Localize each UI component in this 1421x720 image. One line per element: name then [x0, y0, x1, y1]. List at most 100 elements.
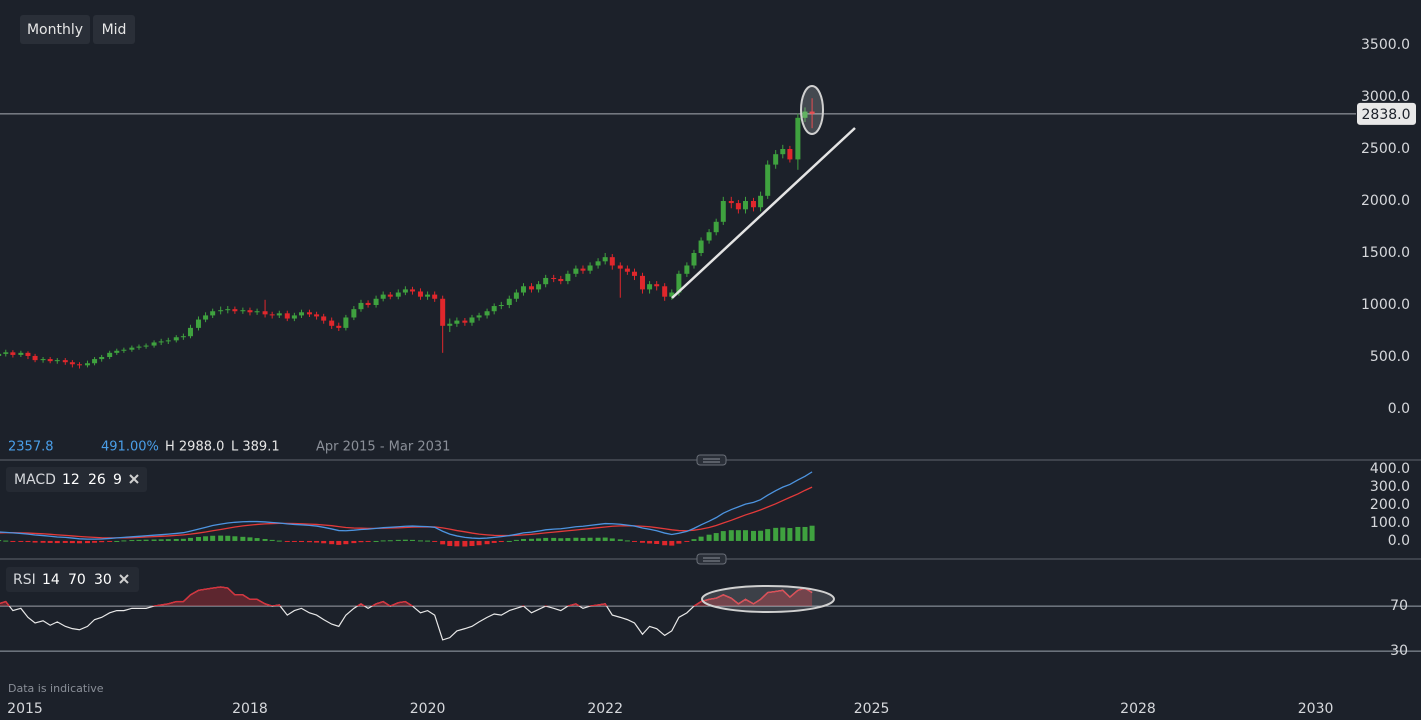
candle-body	[558, 279, 564, 282]
candle-body	[735, 203, 741, 210]
candle-body	[758, 195, 764, 208]
macd-histogram-bar	[225, 535, 231, 541]
price-type-button[interactable]	[93, 15, 135, 44]
candle-body	[62, 360, 68, 363]
candle-body	[3, 352, 9, 354]
macd-histogram-bar	[573, 537, 579, 541]
macd-histogram-bar	[447, 540, 453, 546]
macd-histogram-bar	[187, 537, 193, 541]
candle-body	[18, 352, 24, 355]
candle-body	[136, 346, 142, 348]
candle-body	[218, 310, 224, 312]
macd-histogram-bar	[809, 525, 815, 541]
macd-histogram-bar	[69, 540, 75, 544]
candle-body	[225, 309, 231, 311]
candle-body	[469, 317, 475, 323]
macd-histogram-bar	[365, 540, 371, 542]
macd-histogram-bar	[25, 540, 31, 543]
candle-body	[409, 289, 415, 292]
indicator-legend[interactable]	[6, 567, 139, 592]
candle-body	[617, 265, 623, 269]
macd-histogram-bar	[3, 540, 9, 542]
candle-body	[573, 268, 579, 274]
candle-body	[713, 221, 719, 233]
indicator-legend[interactable]	[6, 467, 147, 492]
stat-low: L 389.1	[231, 440, 280, 455]
close-icon[interactable]	[119, 574, 129, 584]
candle-body	[210, 311, 216, 316]
macd-histogram-bar	[92, 540, 98, 543]
annotations	[671, 85, 856, 613]
candle-body	[476, 315, 482, 318]
footnote: Data is indicative	[8, 682, 104, 695]
macd-histogram-bar	[276, 540, 282, 542]
macd-histogram-bar	[121, 540, 127, 542]
stat-range: Apr 2015 - Mar 2031	[316, 440, 450, 455]
candle-body	[336, 325, 342, 328]
macd-histogram-bar	[262, 538, 268, 541]
close-icon[interactable]	[129, 474, 139, 484]
macd-histogram-bar	[536, 538, 542, 541]
candle-body	[662, 286, 668, 297]
indicator-param: 14	[42, 572, 60, 588]
y-tick-label: 200.0	[1370, 497, 1410, 513]
candle-body	[728, 201, 734, 204]
candle-body	[802, 111, 808, 118]
candle-body	[684, 265, 690, 274]
macd-histogram-bar	[713, 533, 719, 541]
candle-body	[143, 345, 149, 347]
candle-body	[25, 352, 31, 356]
pane-resize-handle[interactable]	[696, 553, 727, 565]
macd-histogram-bar	[195, 537, 201, 541]
macd-histogram-bar	[62, 540, 68, 543]
candle-body	[795, 117, 801, 160]
macd-histogram-bar	[520, 538, 526, 541]
interval-button[interactable]	[20, 15, 90, 44]
stat-change: 491.00%	[101, 440, 159, 455]
y-tick-label: 1000.0	[1361, 297, 1410, 313]
macd-histogram-bar	[203, 536, 209, 541]
macd-histogram-bar	[380, 540, 386, 542]
macd-histogram-bar	[631, 540, 637, 542]
candle-body	[536, 284, 542, 290]
candle-body	[595, 261, 601, 266]
macd-histogram-bar	[802, 526, 808, 541]
highlight-ellipse	[800, 85, 824, 135]
candle-body	[276, 313, 282, 316]
macd-histogram-bar	[254, 538, 260, 541]
macd-histogram-bar	[647, 540, 653, 544]
macd-histogram-bar	[676, 540, 682, 544]
macd-histogram-bar	[669, 540, 675, 546]
macd-histogram-bar	[232, 536, 238, 541]
stat-last: 2357.8	[8, 440, 54, 455]
candle-body	[698, 240, 704, 253]
candle-body	[158, 341, 164, 343]
candle-body	[773, 154, 779, 165]
candle-body	[387, 294, 393, 297]
macd-histogram-bar	[654, 540, 660, 545]
macd-histogram-bar	[498, 540, 504, 543]
candle-body	[580, 268, 586, 271]
candle-body	[306, 312, 312, 315]
candle-body	[750, 201, 756, 208]
x-tick-label: 2028	[1120, 701, 1156, 717]
candle-body	[151, 342, 157, 346]
macd-histogram-bar	[54, 540, 60, 544]
macd-histogram-bar	[639, 540, 645, 543]
candle-body	[676, 273, 682, 293]
macd-histogram-bar	[151, 539, 157, 541]
macd-line	[0, 471, 813, 540]
macd-signal-line	[0, 486, 813, 539]
y-tick-label: 0.0	[1388, 533, 1410, 549]
candle-body	[173, 337, 179, 341]
macd-histogram-bar	[609, 538, 615, 541]
pane-resize-handle[interactable]	[696, 454, 727, 466]
candle-body	[180, 336, 186, 338]
macd-histogram-bar	[351, 540, 357, 544]
macd-histogram-bar	[114, 540, 120, 542]
candle-body	[99, 357, 105, 360]
candle-body	[69, 362, 75, 365]
candle-body	[247, 310, 253, 313]
macd-histogram-bar	[218, 535, 224, 541]
candle-body	[491, 306, 497, 312]
